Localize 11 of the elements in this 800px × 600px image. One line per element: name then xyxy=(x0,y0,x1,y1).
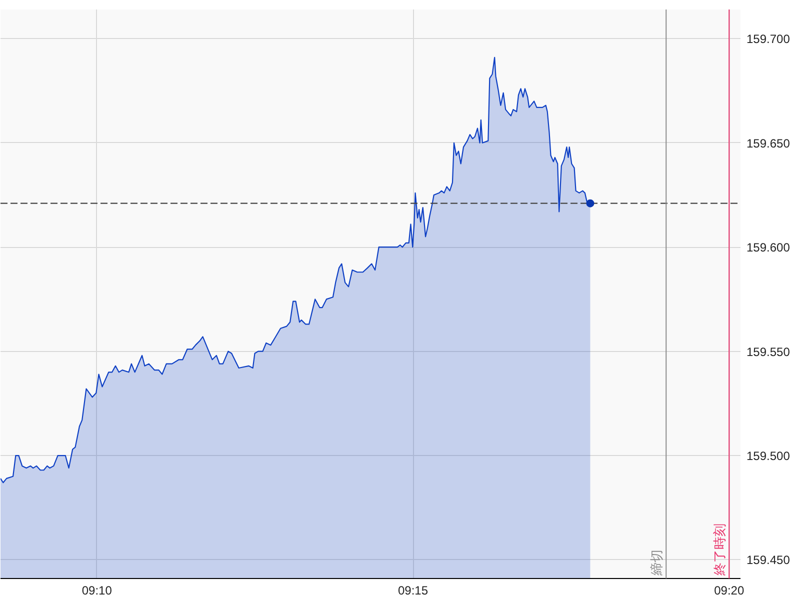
y-tick-label: 159.550 xyxy=(746,344,790,359)
y-tick-label: 159.600 xyxy=(746,240,790,255)
y-tick-label: 159.450 xyxy=(746,553,790,568)
y-tick-label: 159.650 xyxy=(746,136,790,150)
y-tick-label: 159.500 xyxy=(746,449,790,464)
x-tick-label: 09:20 xyxy=(714,584,744,598)
ref-line-label: 終了時刻 xyxy=(712,524,728,576)
y-tick-label: 159.700 xyxy=(746,32,790,46)
x-tick-label: 09:10 xyxy=(82,584,112,598)
ref-line-label: 締切 xyxy=(649,550,664,576)
x-tick-label: 09:15 xyxy=(398,584,428,598)
